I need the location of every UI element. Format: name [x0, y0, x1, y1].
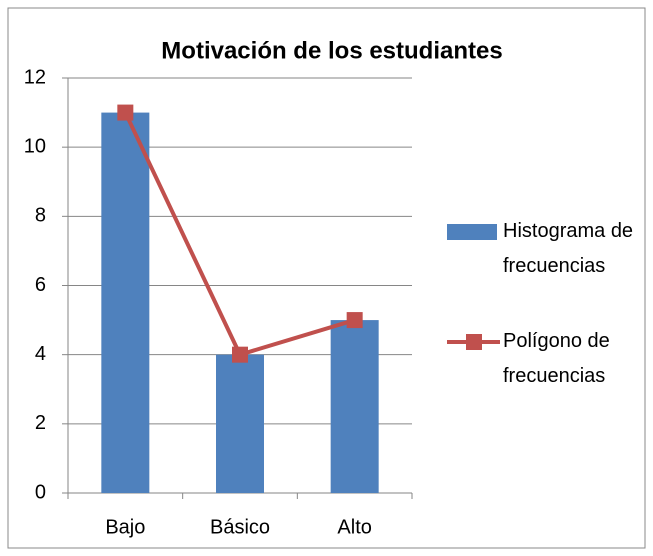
- y-tick-label: 4: [35, 343, 46, 365]
- marker: [232, 346, 248, 363]
- y-tick-label: 10: [24, 135, 46, 157]
- bar: [101, 112, 150, 493]
- marker: [117, 104, 134, 121]
- bar: [330, 320, 379, 493]
- x-tick-label: Bajo: [105, 516, 145, 538]
- bar: [216, 354, 264, 493]
- y-tick-label: 2: [35, 412, 46, 434]
- marker: [346, 312, 363, 329]
- x-tick-label: Básico: [210, 516, 270, 538]
- y-tick-label: 6: [35, 274, 46, 296]
- y-tick-label: 0: [35, 481, 46, 503]
- legend-swatch: [447, 224, 497, 240]
- legend-label: Polígono de frecuencias: [503, 330, 610, 387]
- legend-marker: [466, 334, 482, 350]
- x-tick-label: Alto: [337, 516, 371, 538]
- y-tick-label: 8: [35, 205, 46, 227]
- chart-title: Motivación de los estudiantes: [161, 37, 502, 64]
- y-tick-label: 12: [24, 66, 46, 88]
- legend-label: Histograma de frecuencias: [503, 220, 634, 277]
